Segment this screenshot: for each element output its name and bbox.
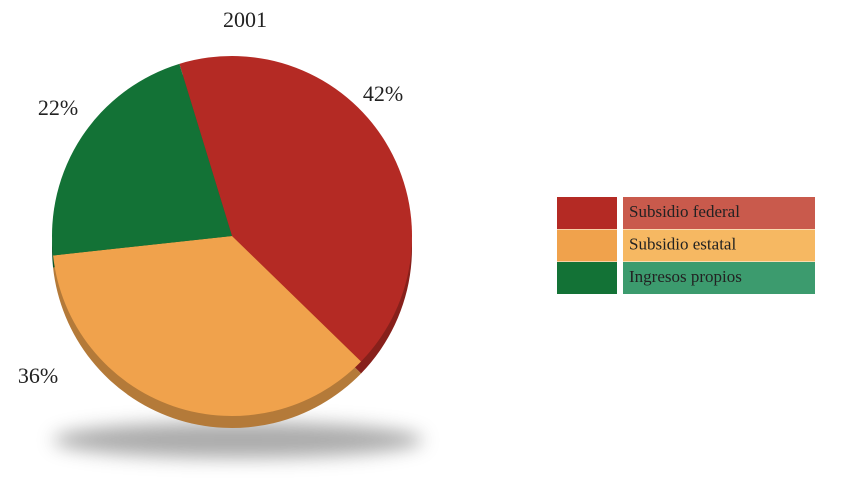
legend-label: Subsidio federal bbox=[629, 202, 740, 221]
legend-swatch bbox=[557, 262, 617, 294]
slice-label: 36% bbox=[18, 363, 58, 388]
slice bbox=[179, 56, 412, 362]
slice-label: 22% bbox=[38, 95, 78, 120]
legend: Subsidio federal Subsidio estatal Ingresos… bbox=[557, 197, 815, 294]
legend-label: Subsidio estatal bbox=[629, 234, 736, 253]
legend-box bbox=[623, 229, 815, 262]
slice bbox=[53, 236, 362, 417]
legend-label: Ingresos propios bbox=[629, 267, 742, 286]
pie-shadow bbox=[53, 422, 423, 458]
legend-swatch bbox=[557, 197, 617, 229]
chart-title: 2001 bbox=[223, 7, 267, 32]
pie bbox=[51, 56, 412, 417]
legend-box bbox=[623, 262, 815, 294]
slice-label: 42% bbox=[363, 81, 403, 106]
legend-box bbox=[623, 197, 815, 229]
slice bbox=[51, 63, 232, 256]
legend-swatch bbox=[557, 229, 617, 262]
